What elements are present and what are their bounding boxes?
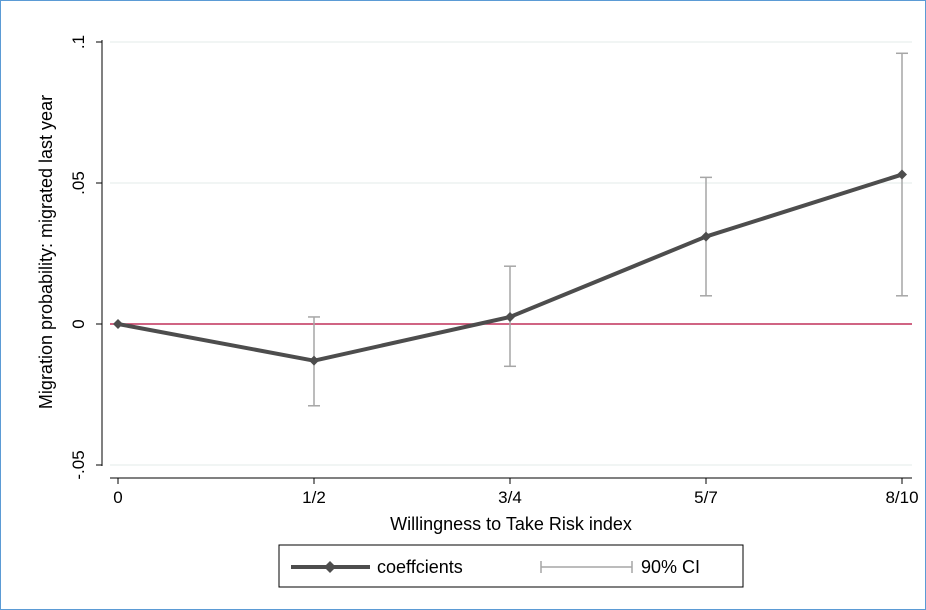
x-axis-title: Willingness to Take Risk index xyxy=(390,514,632,534)
legend-series-marker xyxy=(324,561,336,573)
data-point xyxy=(701,231,711,242)
x-tick-label: 1/2 xyxy=(302,488,326,507)
axes xyxy=(101,40,912,479)
series xyxy=(113,169,907,366)
y-tick-label: .1 xyxy=(69,35,88,49)
x-tick-label: 8/10 xyxy=(885,488,918,507)
legend: coeffcients 90% CI xyxy=(278,544,744,588)
data-point xyxy=(505,311,515,322)
x-tick-label: 5/7 xyxy=(694,488,718,507)
data-point xyxy=(113,319,123,329)
legend-series-label: coeffcients xyxy=(377,557,463,577)
y-tick-label: .05 xyxy=(69,171,88,195)
data-point xyxy=(897,169,907,180)
y-tick-label: -.05 xyxy=(69,450,88,479)
legend-ci-label: 90% CI xyxy=(641,557,700,577)
y-axis-title: Migration probability: migrated last yea… xyxy=(36,95,56,409)
y-ticks: -.05 0 .05 .1 xyxy=(69,35,102,480)
ci-bars xyxy=(308,52,908,407)
y-tick-label: 0 xyxy=(69,319,88,328)
grid xyxy=(110,41,912,466)
x-ticks: 0 1/2 3/4 5/7 8/10 xyxy=(113,478,919,507)
x-tick-label: 3/4 xyxy=(498,488,522,507)
x-tick-label: 0 xyxy=(113,488,122,507)
data-point xyxy=(309,355,319,366)
